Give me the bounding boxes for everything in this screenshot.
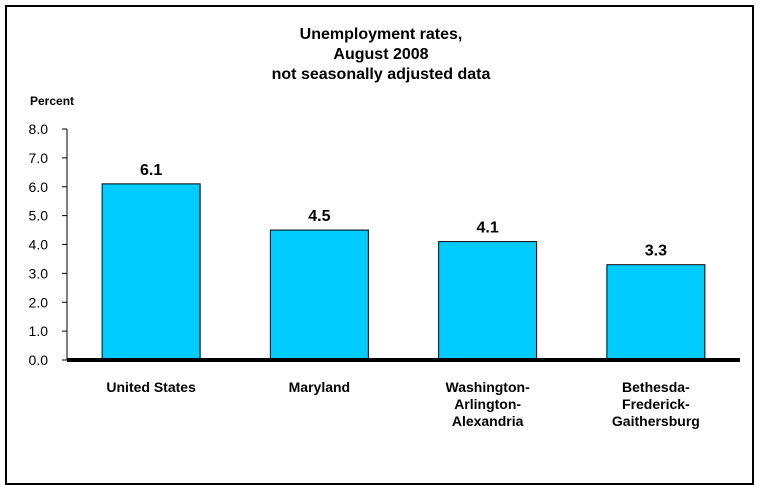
category-labels-group: United States Maryland Washington-Arlingto… [106, 379, 699, 429]
y-tick-label: 8.0 [29, 121, 49, 137]
y-tick-label: 1.0 [29, 323, 49, 339]
category-label: Washington- [446, 379, 531, 395]
bar [269, 229, 369, 361]
y-tick-label: 6.0 [29, 179, 49, 195]
y-tick-label: 2.0 [29, 294, 49, 310]
y-tick-label: 0.0 [29, 352, 49, 368]
category-label: United States [106, 379, 196, 395]
category-label: Arlington- [454, 396, 521, 412]
bar [101, 183, 201, 361]
chart-title-line-3: not seasonally adjusted data [272, 66, 491, 83]
y-axis-label: Percent [30, 94, 74, 108]
bars-group [101, 183, 706, 361]
chart-title-line-2: August 2008 [333, 46, 428, 63]
data-label: 3.3 [645, 243, 667, 260]
data-label: 4.1 [477, 220, 499, 237]
y-tick-label: 4.0 [29, 237, 49, 253]
data-label: 6.1 [140, 162, 162, 179]
category-label: Alexandria [452, 413, 524, 429]
category-label: Frederick- [622, 396, 690, 412]
bar [606, 264, 706, 361]
y-tick-label: 7.0 [29, 150, 49, 166]
chart-title-line-1: Unemployment rates, [300, 26, 463, 43]
y-tick-label: 5.0 [29, 208, 49, 224]
category-label: Maryland [289, 379, 350, 395]
data-label: 4.5 [308, 208, 330, 225]
y-tick-label: 3.0 [29, 265, 49, 281]
category-label: Gaithersburg [612, 413, 700, 429]
data-labels-group: 6.1 4.5 4.1 3.3 [140, 162, 667, 260]
chart-title: Unemployment rates, August 2008 not seas… [272, 26, 491, 83]
y-axis: 0.0 1.0 2.0 3.0 4.0 5.0 6.0 7.0 8.0 [29, 121, 68, 368]
category-label: Bethesda- [622, 379, 690, 395]
bar [438, 241, 538, 361]
